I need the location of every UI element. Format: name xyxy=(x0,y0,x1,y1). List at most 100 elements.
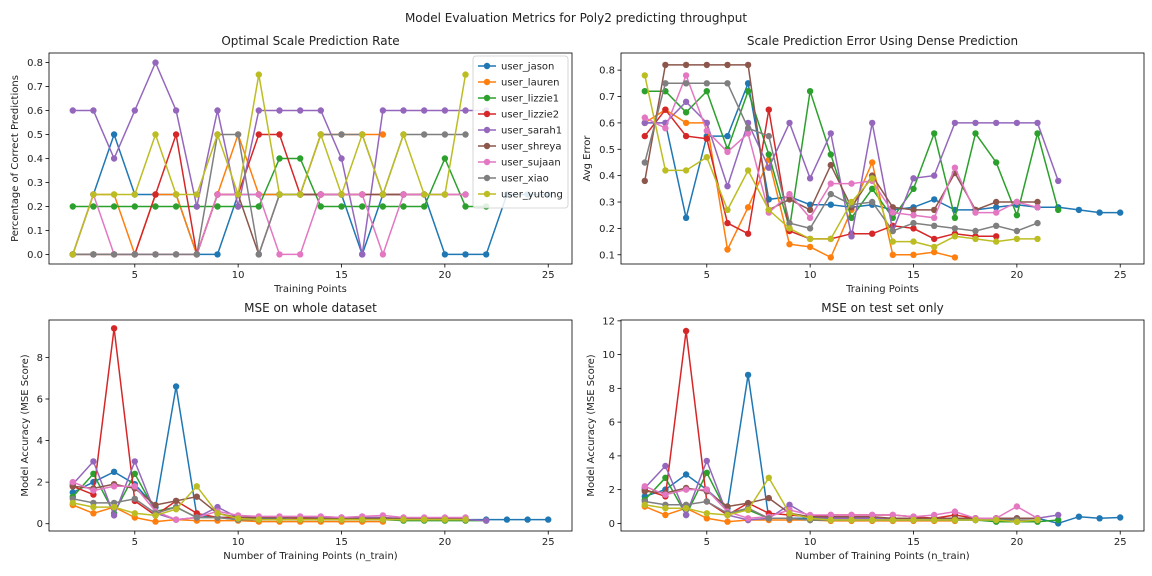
data-point xyxy=(889,209,896,216)
data-point xyxy=(827,151,834,158)
data-point xyxy=(744,371,752,379)
data-point xyxy=(703,457,710,465)
data-point xyxy=(931,248,938,256)
y-tick-label: 0 xyxy=(609,519,615,530)
y-tick-label: 10 xyxy=(602,350,615,361)
data-point xyxy=(1075,513,1083,520)
data-point xyxy=(765,515,772,522)
data-point xyxy=(724,80,731,87)
data-point xyxy=(703,498,710,505)
data-point xyxy=(338,516,345,523)
data-point xyxy=(724,246,731,253)
legend-marker xyxy=(483,158,491,166)
data-point xyxy=(703,80,710,87)
data-point xyxy=(931,243,938,251)
data-point xyxy=(152,512,159,519)
data-point xyxy=(993,204,1000,211)
series-line xyxy=(644,108,956,259)
data-point xyxy=(379,516,387,523)
data-point xyxy=(1013,212,1021,219)
x-tick-label: 25 xyxy=(542,537,555,548)
data-point xyxy=(193,483,200,490)
data-point xyxy=(338,203,345,210)
data-point xyxy=(765,474,772,481)
chart-panel-4: MSE on test set only Number of Training P… xyxy=(586,301,1145,562)
data-point xyxy=(1055,206,1062,214)
data-point xyxy=(110,468,118,475)
x-tick-label: 5 xyxy=(132,270,138,281)
data-point xyxy=(848,233,855,240)
data-point xyxy=(110,483,118,490)
series-user_xiao xyxy=(641,80,1041,235)
data-point xyxy=(255,516,262,523)
data-point xyxy=(682,167,690,174)
data-point xyxy=(848,180,855,187)
data-point xyxy=(744,80,752,87)
y-axis-label: Model Accuracy (MSE Score) xyxy=(20,354,31,496)
series-user_lizzie2 xyxy=(641,106,1000,243)
data-point xyxy=(276,251,283,258)
data-point xyxy=(806,206,814,214)
data-point xyxy=(255,131,262,138)
data-point xyxy=(1013,503,1021,510)
data-point xyxy=(889,238,896,245)
data-point xyxy=(1055,516,1062,524)
legend-entry: user_xiao xyxy=(478,174,549,185)
data-point xyxy=(662,80,669,87)
data-point xyxy=(848,214,855,221)
legend-entry: user_sujaan xyxy=(478,158,561,169)
data-point xyxy=(869,119,876,127)
data-point xyxy=(462,191,469,198)
data-point xyxy=(662,125,669,132)
chart-title: Scale Prediction Error Using Dense Predi… xyxy=(747,34,1018,48)
data-point xyxy=(317,516,324,523)
data-point xyxy=(641,132,648,140)
data-point xyxy=(90,503,97,511)
data-point xyxy=(172,383,180,390)
data-point xyxy=(889,227,896,235)
data-point xyxy=(276,131,283,138)
x-tick-label: 5 xyxy=(704,537,710,548)
data-point xyxy=(993,233,1000,240)
data-point xyxy=(172,251,180,258)
data-point xyxy=(744,167,752,174)
y-tick-label: 0.1 xyxy=(599,250,615,261)
data-point xyxy=(462,203,469,210)
data-point xyxy=(234,191,242,198)
data-point xyxy=(703,469,710,476)
data-point xyxy=(931,130,938,137)
data-point xyxy=(848,516,855,524)
data-point xyxy=(703,510,710,517)
legend: user_jason user_lauren user_lizzie1 user_li… xyxy=(472,55,569,209)
data-point xyxy=(359,516,366,523)
legend-entry: user_yutong xyxy=(478,190,563,201)
data-point xyxy=(848,198,855,206)
x-tick-label: 15 xyxy=(907,537,920,548)
data-point xyxy=(682,132,690,140)
data-point xyxy=(441,131,449,138)
data-point xyxy=(255,107,262,114)
legend-marker xyxy=(483,78,491,86)
data-point xyxy=(806,225,814,232)
data-point xyxy=(110,203,118,210)
data-point xyxy=(806,214,814,221)
data-point xyxy=(972,209,979,216)
data-point xyxy=(317,131,324,138)
data-point xyxy=(641,488,648,495)
data-point xyxy=(744,204,752,211)
data-point xyxy=(806,175,814,182)
data-point xyxy=(503,516,511,523)
data-point xyxy=(848,511,855,519)
data-point xyxy=(462,251,469,258)
data-point xyxy=(806,88,814,95)
legend-label: user_sarah1 xyxy=(501,126,562,137)
legend-entry: user_lizzie1 xyxy=(478,94,559,105)
data-point xyxy=(110,503,118,511)
data-point xyxy=(90,458,97,465)
data-point xyxy=(869,511,876,519)
data-point xyxy=(641,501,648,508)
data-point xyxy=(297,191,304,198)
data-point xyxy=(110,251,118,258)
data-point xyxy=(951,254,959,261)
